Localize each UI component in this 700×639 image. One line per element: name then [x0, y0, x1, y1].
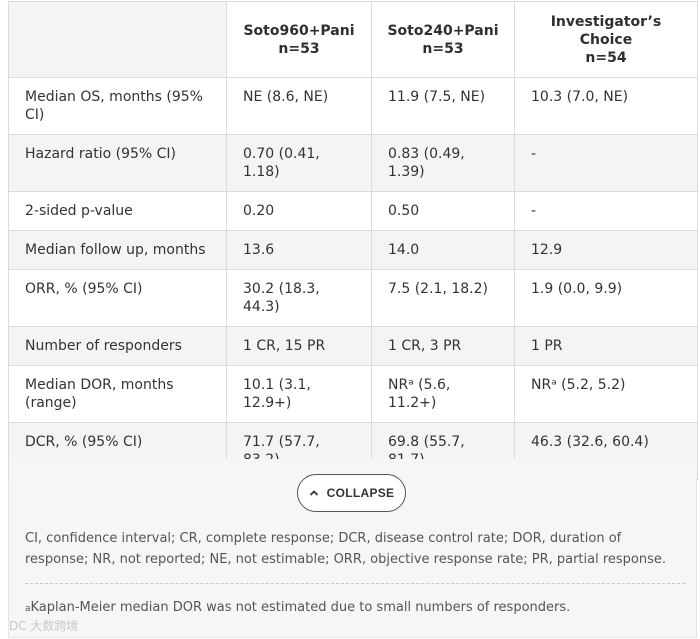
- header-line: Investigator’s: [550, 13, 662, 30]
- table-cell: 30.2 (18.3, 44.3): [226, 269, 372, 327]
- watermark: DC 大数跨境: [9, 619, 79, 633]
- footnote-text: Kaplan-Meier median DOR was not estimate…: [30, 600, 571, 615]
- table-cell: 13.6: [226, 230, 372, 270]
- footnote: aKaplan-Meier median DOR was not estimat…: [25, 599, 685, 618]
- table-header-row: Soto960+Pani n=53 Soto240+Pani n=53 Inve…: [8, 1, 698, 78]
- table-cell: 1 CR, 3 PR: [371, 326, 515, 366]
- table-row: Number of responders 1 CR, 15 PR 1 CR, 3 P…: [8, 326, 698, 366]
- table-footer: COLLAPSE CI, confidence interval; CR, co…: [9, 459, 696, 637]
- table-cell: 7.5 (2.1, 18.2): [371, 269, 515, 327]
- efficacy-table: Soto960+Pani n=53 Soto240+Pani n=53 Inve…: [8, 1, 698, 480]
- abbreviations-note: CI, confidence interval; CR, complete re…: [25, 531, 667, 567]
- header-soto960: Soto960+Pani n=53: [226, 1, 372, 78]
- table-row: 2-sided p-value 0.20 0.50-: [8, 191, 698, 231]
- row-label-cell: Median OS, months (95% CI): [8, 77, 227, 135]
- header-line: n=53: [278, 40, 320, 57]
- row-label-cell: ORR, % (95% CI): [8, 269, 227, 327]
- footnote-divider: [25, 583, 685, 584]
- header-line: n=53: [422, 40, 464, 57]
- header-line: Soto960+Pani: [243, 22, 355, 39]
- collapse-button[interactable]: COLLAPSE: [297, 474, 406, 512]
- table-cell: 10.1 (3.1, 12.9+): [226, 365, 372, 423]
- row-label-cell: Median DOR, months (range): [8, 365, 227, 423]
- chevron-up-icon: [309, 490, 318, 496]
- table-cell: 10.3 (7.0, NE): [514, 77, 698, 135]
- row-label-cell: Hazard ratio (95% CI): [8, 134, 227, 192]
- table-cell: 14.0: [371, 230, 515, 270]
- row-label-cell: Number of responders: [8, 326, 227, 366]
- collapse-label: COLLAPSE: [326, 486, 395, 500]
- table-cell: NE (8.6, NE): [226, 77, 372, 135]
- table-cell: 1.9 (0.0, 9.9): [514, 269, 698, 327]
- table-row: Median DOR, months (range) 10.1 (3.1, 12.…: [8, 365, 698, 423]
- table-cell: 0.83 (0.49, 1.39): [371, 134, 515, 192]
- table-row: Median OS, months (95% CI) NE (8.6, NE) 11…: [8, 77, 698, 135]
- header-line: Choice: [579, 31, 633, 48]
- table-cell: -: [514, 191, 698, 231]
- row-label-cell: Median follow up, months: [8, 230, 227, 270]
- table-cell: 11.9 (7.5, NE): [371, 77, 515, 135]
- table-cell: NRᵃ (5.6, 11.2+): [371, 365, 515, 423]
- table-cell: 12.9: [514, 230, 698, 270]
- header-investigators-choice: Investigator’s Choice n=54: [514, 1, 698, 78]
- header-line: n=54: [585, 49, 627, 66]
- header-line: Soto240+Pani: [387, 22, 499, 39]
- table-cell: -: [514, 134, 698, 192]
- table-cell: NRᵃ (5.2, 5.2): [514, 365, 698, 423]
- table-cell: 1 CR, 15 PR: [226, 326, 372, 366]
- table-cell: 0.50: [371, 191, 515, 231]
- footnote-mark: a: [25, 604, 31, 614]
- table-cell: 0.20: [226, 191, 372, 231]
- table-cell: 0.70 (0.41, 1.18): [226, 134, 372, 192]
- table-cell: 1 PR: [514, 326, 698, 366]
- header-empty-cell: [8, 1, 227, 78]
- header-soto240: Soto240+Pani n=53: [371, 1, 515, 78]
- table-row: ORR, % (95% CI) 30.2 (18.3, 44.3) 7.5 (2.1…: [8, 269, 698, 327]
- table-row: Median follow up, months 13.6 14.0 12.9: [8, 230, 698, 270]
- table-row: Hazard ratio (95% CI) 0.70 (0.41, 1.18) 0.…: [8, 134, 698, 192]
- row-label-cell: 2-sided p-value: [8, 191, 227, 231]
